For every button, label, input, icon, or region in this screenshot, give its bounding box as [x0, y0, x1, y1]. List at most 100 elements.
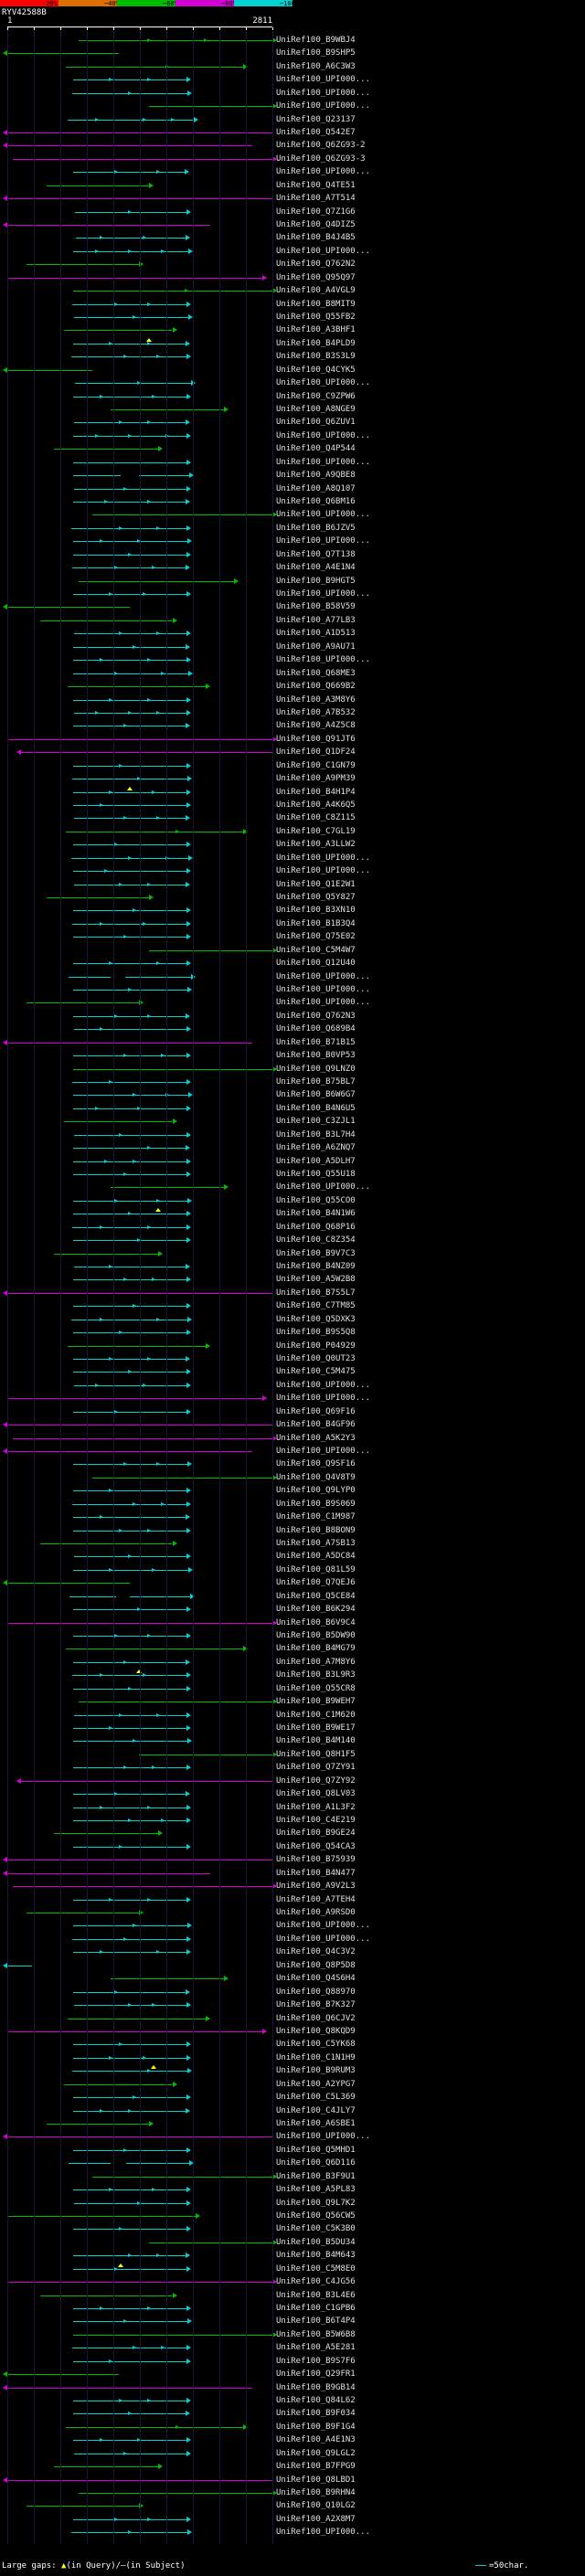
hit-row[interactable]: UniRef100_Q669B2 [0, 681, 585, 694]
hit-label[interactable]: UniRef100_A4E1N4 [276, 563, 356, 573]
hit-row[interactable]: UniRef100_UPI000... [0, 166, 585, 179]
hit-bar[interactable] [73, 1952, 186, 1954]
hit-label[interactable]: UniRef100_Q10LG2 [276, 2501, 356, 2511]
hit-row[interactable]: UniRef100_Q7Z1G6 [0, 207, 585, 219]
hit-bar[interactable] [73, 2321, 187, 2323]
hit-bar[interactable] [7, 1042, 253, 1044]
hit-bar[interactable] [73, 804, 186, 806]
hit-row[interactable]: UniRef100_B4NZ09 [0, 1261, 585, 1274]
hit-bar[interactable] [26, 2506, 140, 2507]
hit-bar[interactable] [73, 1095, 189, 1097]
hit-row[interactable]: UniRef100_B9S069 [0, 1499, 585, 1511]
hit-row[interactable]: UniRef100_A5K2Y3 [0, 1433, 585, 1446]
hit-row[interactable]: UniRef100_Q6BM16 [0, 496, 585, 509]
hit-label[interactable]: UniRef100_B4N477 [276, 1868, 356, 1878]
hit-label[interactable]: UniRef100_UPI000... [276, 1921, 370, 1931]
hit-bar[interactable] [79, 1701, 272, 1703]
hit-row[interactable]: UniRef100_A7T514 [0, 193, 585, 206]
hit-row[interactable]: UniRef100_Q6ZUV1 [0, 417, 585, 429]
hit-bar[interactable] [73, 1490, 186, 1492]
hit-label[interactable]: UniRef100_B8BON9 [276, 1525, 356, 1535]
hit-row[interactable]: UniRef100_UPI000... [0, 654, 585, 667]
hit-bar[interactable] [73, 1609, 186, 1611]
hit-label[interactable]: UniRef100_C1M620 [276, 1710, 356, 1720]
hit-row[interactable]: UniRef100_Q6ZG93-2 [0, 140, 585, 153]
hit-row[interactable]: UniRef100_C7TM85 [0, 1300, 585, 1313]
hit-bar[interactable] [73, 1029, 186, 1031]
hit-label[interactable]: UniRef100_UPI000... [276, 457, 370, 467]
hit-row[interactable]: UniRef100_Q75E02 [0, 931, 585, 944]
hit-row[interactable]: UniRef100_A5W2B8 [0, 1274, 585, 1287]
hit-bar[interactable] [79, 580, 234, 582]
hit-label[interactable]: UniRef100_B9RUM3 [276, 2066, 356, 2076]
hit-row[interactable]: UniRef100_A5E281 [0, 2342, 585, 2355]
hit-label[interactable]: UniRef100_B8MIT9 [276, 299, 356, 309]
hit-bar[interactable] [73, 2440, 186, 2442]
hit-label[interactable]: UniRef100_Q84L62 [276, 2395, 356, 2405]
hit-bar[interactable] [73, 1240, 186, 1242]
hit-row[interactable]: UniRef100_B8MIT9 [0, 299, 585, 312]
hit-row[interactable]: UniRef100_Q7QEJ6 [0, 1577, 585, 1590]
hit-label[interactable]: UniRef100_A4Z5C8 [276, 721, 356, 731]
hit-label[interactable]: UniRef100_Q6BM16 [276, 497, 356, 507]
hit-label[interactable]: UniRef100_B9SHP5 [276, 48, 356, 58]
hit-bar[interactable] [72, 2071, 187, 2072]
hit-row[interactable]: UniRef100_Q55CO0 [0, 1195, 585, 1208]
hit-bar[interactable] [73, 1991, 186, 1993]
hit-label[interactable]: UniRef100_A9RSD0 [276, 1908, 356, 1918]
hit-label[interactable]: UniRef100_A6SBE1 [276, 2118, 356, 2128]
hit-bar[interactable] [72, 1503, 186, 1505]
hit-label[interactable]: UniRef100_UPI000... [276, 2528, 370, 2538]
hit-bar[interactable] [7, 145, 253, 147]
hit-row[interactable]: UniRef100_B0VP53 [0, 1050, 585, 1063]
hit-label[interactable]: UniRef100_B3S3L9 [276, 352, 356, 362]
hit-label[interactable]: UniRef100_C1N1H9 [276, 2052, 356, 2062]
hit-bar[interactable] [54, 1833, 158, 1835]
hit-row[interactable]: UniRef100_UPI000... [0, 853, 585, 865]
hit-row[interactable]: UniRef100_Q8LBD1 [0, 2475, 585, 2487]
hit-label[interactable]: UniRef100_A1D513 [276, 629, 356, 639]
hit-row[interactable]: UniRef100_C5M4W7 [0, 945, 585, 958]
hit-label[interactable]: UniRef100_C8Z354 [276, 1235, 356, 1246]
hit-bar[interactable] [73, 937, 186, 938]
hit-label[interactable]: UniRef100_B4M140 [276, 1736, 356, 1746]
hit-bar[interactable] [73, 646, 186, 648]
hit-row[interactable]: UniRef100_UPI000... [0, 1380, 585, 1393]
hit-label[interactable]: UniRef100_A3BHF1 [276, 325, 356, 335]
hit-label[interactable]: UniRef100_Q7QEJ6 [276, 1578, 356, 1588]
hit-row[interactable]: UniRef100_A1D513 [0, 628, 585, 641]
hit-bar[interactable] [13, 1886, 272, 1888]
hit-bar[interactable] [73, 1517, 186, 1519]
hit-label[interactable]: UniRef100_B9F1G4 [276, 2422, 356, 2432]
hit-bar[interactable] [73, 2097, 186, 2099]
hit-row[interactable]: UniRef100_Q9LYP0 [0, 1485, 585, 1498]
hit-row[interactable]: UniRef100_Q4TE51 [0, 180, 585, 193]
hit-bar[interactable] [73, 1661, 186, 1663]
hit-row[interactable]: UniRef100_C5M475 [0, 1366, 585, 1379]
hit-bar[interactable] [74, 317, 188, 319]
hit-label[interactable]: UniRef100_C5YK68 [276, 2040, 356, 2050]
hit-label[interactable]: UniRef100_UPI000... [276, 1447, 370, 1456]
hit-label[interactable]: UniRef100_A1L3F2 [276, 1802, 356, 1812]
hit-row[interactable]: UniRef100_B5W6B8 [0, 2329, 585, 2342]
hit-label[interactable]: UniRef100_B9S069 [276, 1499, 356, 1509]
hit-label[interactable]: UniRef100_A2YPG7 [276, 2079, 356, 2089]
hit-bar[interactable] [73, 1636, 186, 1638]
hit-row[interactable]: UniRef100_A4K6Q5 [0, 800, 585, 812]
hit-bar[interactable] [73, 2334, 272, 2336]
hit-label[interactable]: UniRef100_A8NGE9 [276, 405, 356, 415]
hit-bar[interactable] [73, 1015, 186, 1017]
hit-row[interactable]: UniRef100_C5YK68 [0, 2039, 585, 2051]
hit-row[interactable]: UniRef100_C4JG56 [0, 2276, 585, 2289]
hit-bar[interactable] [73, 1767, 186, 1769]
hit-label[interactable]: UniRef100_B58V59 [276, 602, 356, 612]
hit-label[interactable]: UniRef100_Q81L59 [276, 1564, 356, 1574]
hit-label[interactable]: UniRef100_C7TM85 [276, 1301, 356, 1311]
hit-row[interactable]: UniRef100_A5PL83 [0, 2184, 585, 2197]
hit-row[interactable]: UniRef100_B3F9U1 [0, 2171, 585, 2184]
hit-label[interactable]: UniRef100_B3F9U1 [276, 2171, 356, 2181]
hit-label[interactable]: UniRef100_C3ZJL1 [276, 1117, 356, 1127]
hit-bar[interactable] [7, 2387, 253, 2389]
hit-bar[interactable] [47, 2123, 149, 2125]
hit-bar[interactable] [73, 963, 186, 965]
